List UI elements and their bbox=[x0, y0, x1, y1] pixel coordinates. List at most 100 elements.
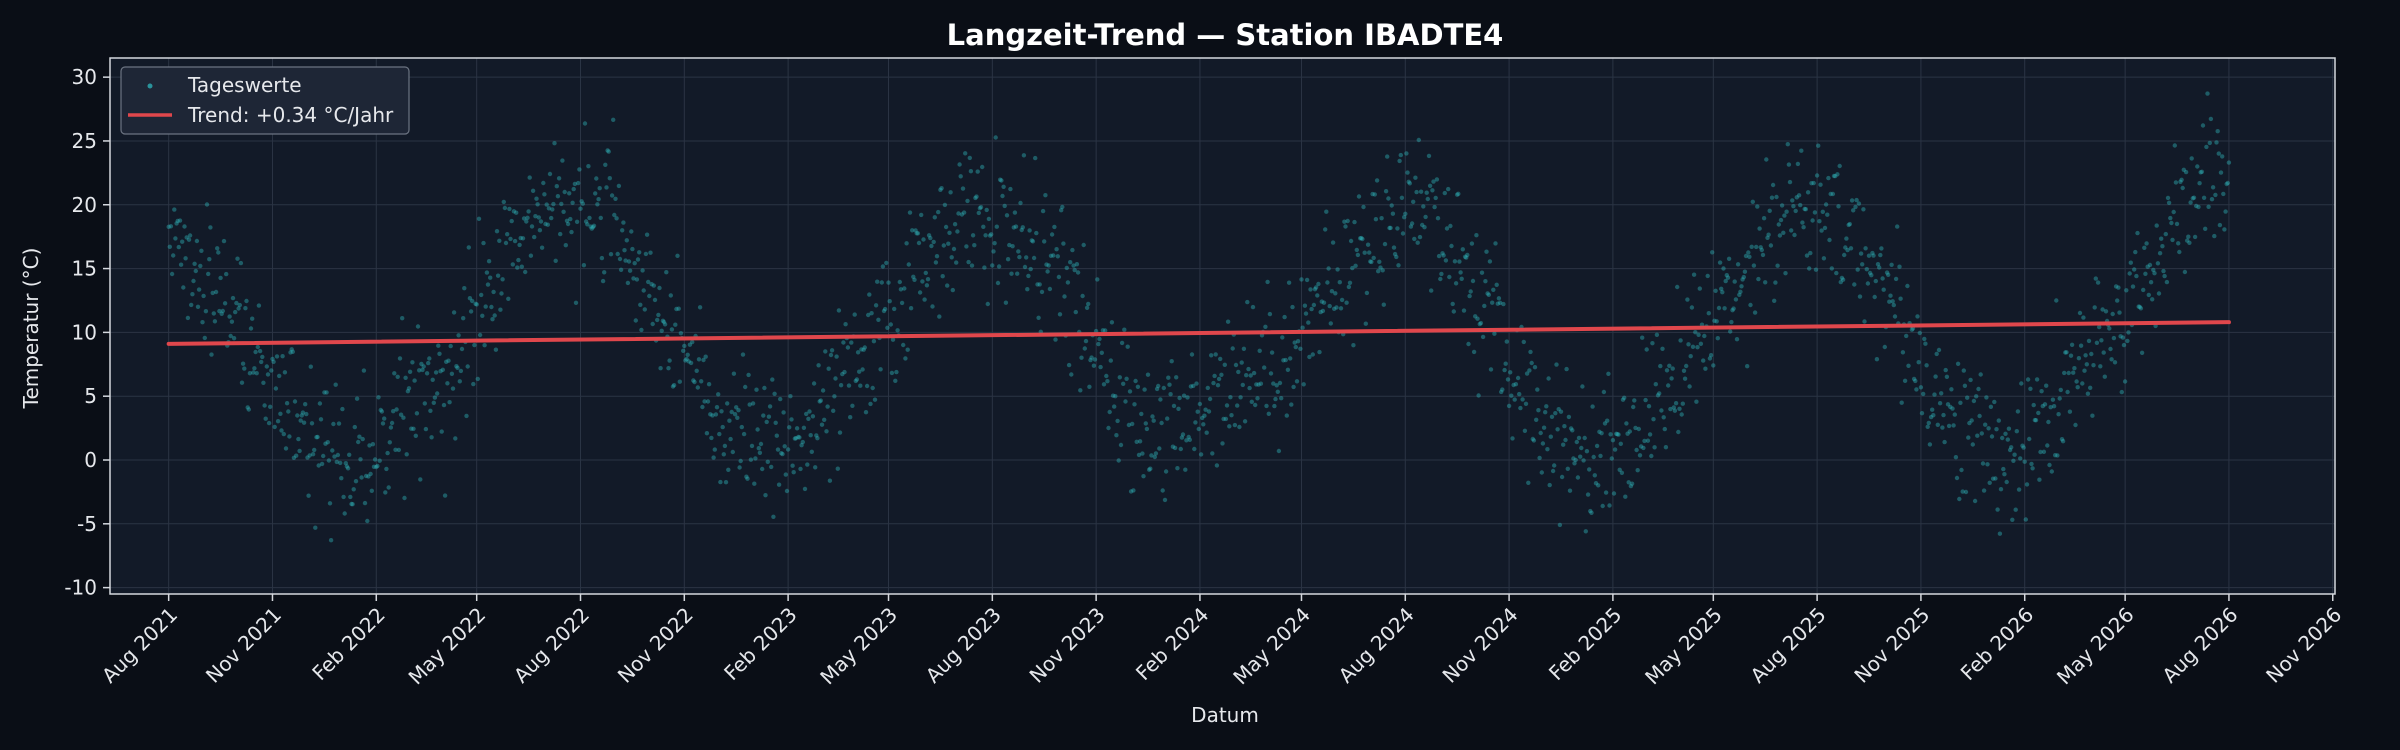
scatter-point bbox=[1108, 358, 1114, 363]
scatter-point bbox=[734, 405, 739, 410]
scatter-point bbox=[1285, 367, 1291, 372]
scatter-point bbox=[1579, 445, 1584, 451]
scatter-point bbox=[1071, 263, 1076, 268]
scatter-point bbox=[418, 477, 423, 482]
scatter-point bbox=[1731, 306, 1736, 311]
scatter-point bbox=[657, 285, 662, 291]
scatter-point bbox=[392, 371, 397, 376]
scatter-point bbox=[627, 268, 633, 273]
scatter-point bbox=[1538, 430, 1543, 436]
scatter-point bbox=[607, 176, 612, 181]
scatter-point bbox=[265, 372, 271, 377]
scatter-point bbox=[1452, 259, 1458, 264]
scatter-point bbox=[1033, 155, 1038, 161]
scatter-point bbox=[849, 340, 854, 345]
scatter-point bbox=[500, 277, 505, 282]
scatter-point bbox=[1697, 286, 1703, 291]
scatter-point bbox=[1244, 373, 1249, 378]
scatter-point bbox=[1011, 225, 1016, 230]
scatter-point bbox=[974, 194, 979, 199]
scatter-point bbox=[1763, 280, 1768, 285]
scatter-point bbox=[2218, 170, 2224, 175]
scatter-point bbox=[668, 293, 673, 298]
scatter-point bbox=[1216, 376, 1222, 382]
trend-line-group bbox=[166, 320, 2231, 346]
scatter-point bbox=[1301, 382, 1306, 387]
scatter-point bbox=[262, 403, 267, 408]
scatter-point bbox=[459, 346, 465, 352]
scatter-point bbox=[1752, 310, 1758, 315]
scatter-point bbox=[1299, 277, 1304, 282]
scatter-point bbox=[294, 453, 299, 458]
scatter-point bbox=[2203, 226, 2208, 231]
scatter-point bbox=[1374, 178, 1380, 183]
scatter-point bbox=[386, 485, 391, 490]
scatter-point bbox=[1064, 265, 1070, 271]
scatter-point bbox=[2089, 351, 2094, 357]
scatter-point bbox=[1645, 438, 1651, 443]
scatter-point bbox=[1228, 395, 1233, 400]
scatter-point bbox=[1983, 422, 1988, 427]
scatter-point bbox=[309, 421, 315, 426]
scatter-point bbox=[1065, 280, 1071, 285]
scatter-point bbox=[1394, 254, 1399, 260]
scatter-point bbox=[612, 212, 617, 218]
scatter-point bbox=[359, 475, 364, 480]
scatter-point bbox=[1119, 340, 1125, 346]
scatter-point bbox=[518, 235, 523, 241]
scatter-point bbox=[593, 191, 598, 196]
scatter-point bbox=[1714, 319, 1719, 324]
scatter-point bbox=[745, 476, 750, 481]
scatter-point bbox=[1822, 225, 1828, 231]
scatter-point bbox=[1961, 368, 1967, 373]
scatter-point bbox=[212, 319, 218, 324]
scatter-point bbox=[919, 212, 924, 218]
scatter-point bbox=[1526, 480, 1531, 485]
scatter-point bbox=[1955, 361, 1961, 366]
scatter-point bbox=[638, 302, 643, 307]
scatter-point bbox=[576, 180, 581, 186]
scatter-point bbox=[1915, 314, 1920, 319]
scatter-point bbox=[1861, 207, 1866, 212]
scatter-point bbox=[1035, 282, 1040, 287]
scatter-point bbox=[319, 461, 325, 467]
scatter-point bbox=[1433, 195, 1438, 201]
scatter-point bbox=[703, 354, 708, 359]
scatter-point bbox=[2054, 298, 2059, 303]
scatter-point bbox=[1323, 227, 1328, 232]
scatter-point bbox=[2133, 249, 2138, 255]
scatter-point bbox=[1109, 320, 1115, 325]
scatter-point bbox=[295, 413, 300, 418]
scatter-point bbox=[1608, 432, 1613, 437]
scatter-point bbox=[673, 322, 678, 327]
scatter-point bbox=[1864, 267, 1870, 272]
scatter-point bbox=[1686, 342, 1691, 347]
scatter-point bbox=[1046, 263, 1051, 268]
scatter-point bbox=[466, 245, 471, 250]
scatter-point bbox=[1540, 441, 1546, 446]
scatter-point bbox=[1575, 475, 1581, 480]
scatter-point bbox=[2034, 377, 2040, 382]
scatter-point bbox=[2160, 244, 2165, 249]
scatter-point bbox=[235, 256, 240, 261]
scatter-point bbox=[841, 340, 846, 345]
scatter-point bbox=[1812, 210, 1818, 215]
scatter-point bbox=[524, 219, 529, 224]
scatter-point bbox=[1432, 204, 1437, 210]
scatter-point bbox=[1814, 173, 1820, 178]
scatter-point bbox=[396, 447, 401, 453]
scatter-point bbox=[2145, 264, 2150, 269]
scatter-point bbox=[1465, 252, 1470, 258]
scatter-point bbox=[842, 369, 847, 375]
scatter-point bbox=[1581, 458, 1586, 463]
scatter-point bbox=[740, 352, 746, 357]
scatter-point bbox=[1757, 226, 1762, 231]
scatter-point bbox=[2161, 268, 2166, 274]
scatter-point bbox=[606, 149, 611, 154]
scatter-point bbox=[746, 372, 751, 378]
scatter-point bbox=[248, 326, 254, 331]
scatter-point bbox=[1562, 424, 1567, 429]
scatter-point bbox=[1918, 385, 1924, 390]
scatter-point bbox=[1952, 412, 1958, 417]
scatter-point bbox=[739, 424, 744, 430]
